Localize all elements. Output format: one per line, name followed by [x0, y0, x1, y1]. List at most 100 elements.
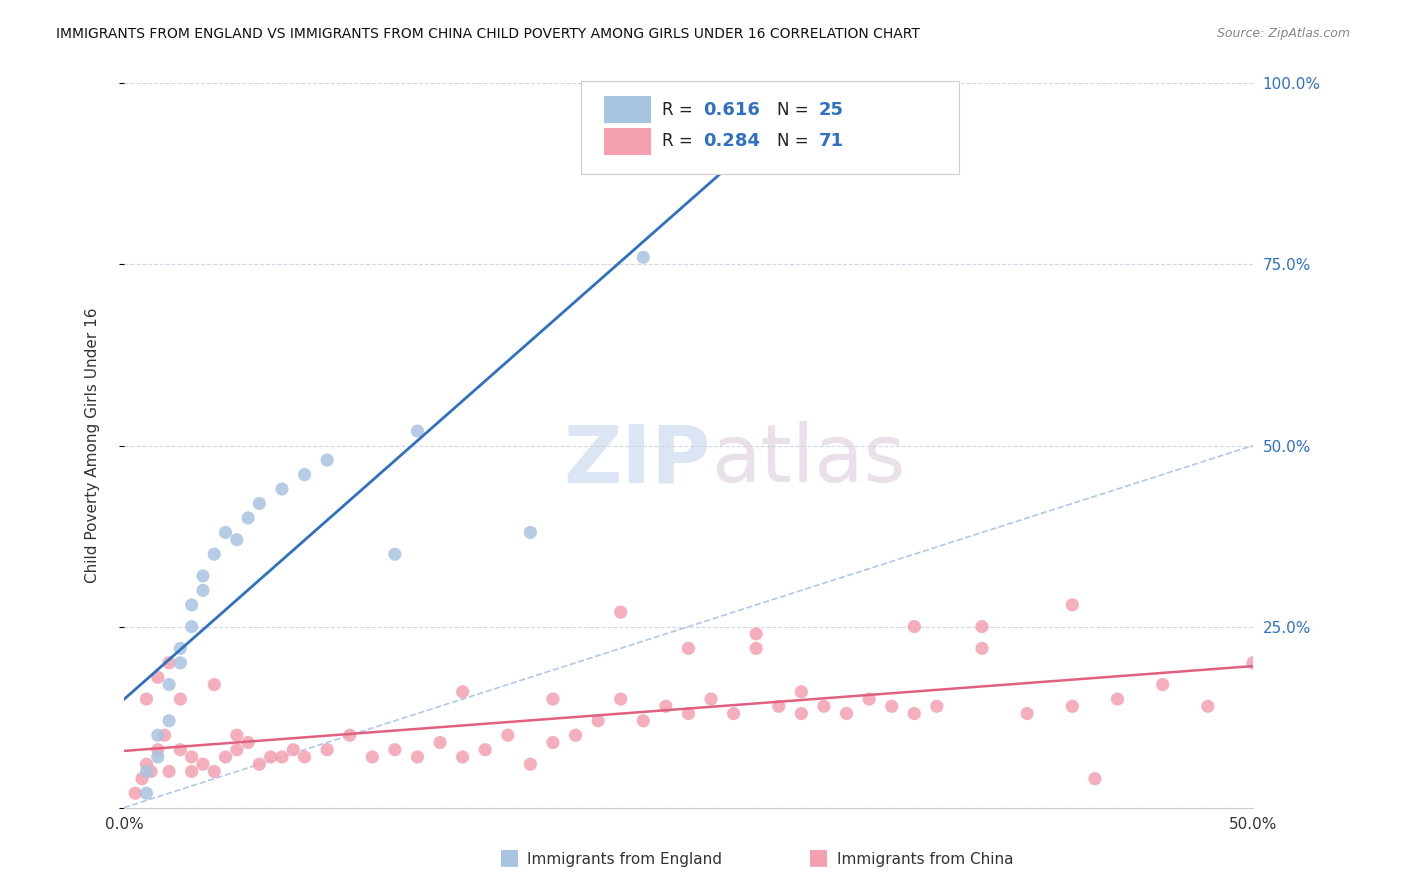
Point [700, 692, 723, 706]
Point [609, 692, 631, 706]
Point [153, 728, 176, 742]
Point [236, 511, 259, 525]
Point [294, 467, 316, 482]
Point [768, 699, 790, 714]
Point [247, 496, 270, 510]
Point [1062, 699, 1084, 714]
Point [157, 656, 180, 670]
Point [970, 641, 993, 656]
Point [135, 786, 157, 800]
Point [361, 750, 384, 764]
Point [169, 656, 191, 670]
Text: R =: R = [662, 101, 699, 119]
Point [406, 750, 429, 764]
Point [169, 743, 191, 757]
Point [169, 692, 191, 706]
Point [541, 692, 564, 706]
Point [146, 743, 169, 757]
Point [790, 706, 813, 721]
Point [790, 685, 813, 699]
Point [1197, 699, 1219, 714]
Point [283, 743, 305, 757]
Text: N =: N = [776, 132, 814, 151]
Point [903, 619, 925, 633]
Point [135, 692, 157, 706]
Point [247, 757, 270, 772]
Point [271, 750, 294, 764]
Point [633, 250, 655, 264]
Text: Immigrants from China: Immigrants from China [837, 852, 1014, 867]
Text: 71: 71 [818, 132, 844, 151]
Point [180, 598, 202, 612]
Point [191, 569, 214, 583]
Point [135, 757, 157, 772]
Text: ■: ■ [499, 847, 520, 867]
Point [633, 714, 655, 728]
Point [835, 706, 858, 721]
Point [970, 619, 993, 633]
Point [723, 706, 745, 721]
Point [678, 706, 700, 721]
Point [519, 757, 541, 772]
Point [271, 482, 294, 496]
Point [858, 692, 880, 706]
Point [260, 750, 283, 764]
Point [678, 641, 700, 656]
Point [236, 735, 259, 749]
Point [124, 786, 146, 800]
Point [1152, 677, 1174, 691]
Point [1084, 772, 1107, 786]
Point [586, 714, 609, 728]
Point [146, 670, 169, 684]
Point [180, 764, 202, 779]
Point [496, 728, 519, 742]
Point [225, 728, 247, 742]
Point [180, 750, 202, 764]
Text: Source: ZipAtlas.com: Source: ZipAtlas.com [1216, 27, 1350, 40]
Point [384, 743, 406, 757]
Text: 25: 25 [818, 101, 844, 119]
Text: ZIP: ZIP [564, 421, 711, 499]
Point [451, 685, 474, 699]
Point [157, 764, 180, 779]
Point [316, 453, 339, 467]
Point [519, 525, 541, 540]
Point [191, 583, 214, 598]
Point [131, 772, 153, 786]
Point [903, 706, 925, 721]
Point [135, 764, 157, 779]
Point [339, 728, 361, 742]
Point [214, 525, 236, 540]
Point [1107, 692, 1129, 706]
Point [745, 627, 768, 641]
Point [225, 533, 247, 547]
Point [202, 677, 225, 691]
Point [214, 750, 236, 764]
Point [139, 764, 162, 779]
Point [745, 641, 768, 656]
Text: N =: N = [776, 101, 814, 119]
Text: Immigrants from England: Immigrants from England [527, 852, 723, 867]
Point [1062, 598, 1084, 612]
Text: R =: R = [662, 132, 699, 151]
Point [745, 77, 768, 91]
Point [157, 677, 180, 691]
Point [157, 714, 180, 728]
Text: atlas: atlas [711, 421, 905, 499]
Point [925, 699, 948, 714]
Point [191, 757, 214, 772]
Point [813, 699, 835, 714]
Point [180, 619, 202, 633]
Point [146, 728, 169, 742]
Point [225, 743, 247, 757]
Point [1017, 706, 1039, 721]
Point [406, 424, 429, 438]
Point [474, 743, 496, 757]
Point [609, 605, 631, 619]
Y-axis label: Child Poverty Among Girls Under 16: Child Poverty Among Girls Under 16 [86, 308, 100, 583]
Point [316, 743, 339, 757]
Point [169, 641, 191, 656]
Text: 0.616: 0.616 [703, 101, 761, 119]
Point [202, 547, 225, 561]
FancyBboxPatch shape [581, 81, 959, 174]
